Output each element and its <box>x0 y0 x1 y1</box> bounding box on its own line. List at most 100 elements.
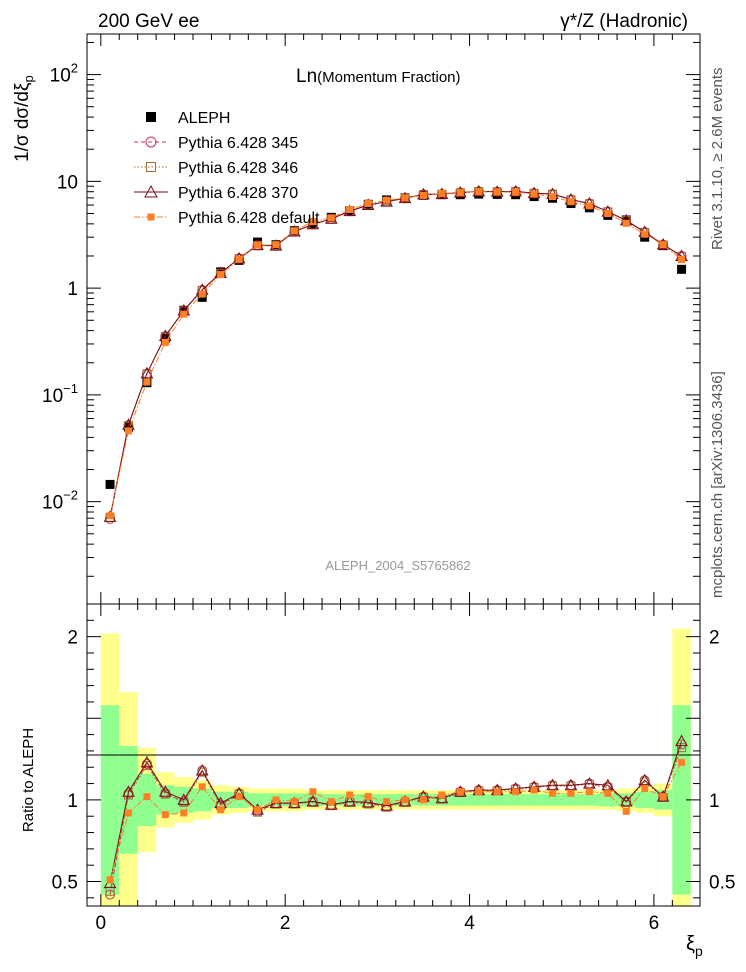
ratio-data-point <box>619 794 633 807</box>
ratio-y-tick-label: 2 <box>67 628 78 649</box>
legend-entry: Pythia 6.428 default <box>134 210 320 227</box>
ratio-data-point <box>678 758 686 766</box>
ratio-data-point <box>419 796 427 804</box>
legend-marker <box>147 213 155 221</box>
ratio-data-point <box>159 785 172 797</box>
ratio-data-point <box>180 809 188 817</box>
legend-label: Pythia 6.428 346 <box>178 160 298 177</box>
plot-title-sub: (Momentum Fraction) <box>317 69 460 86</box>
x-tick-label: 6 <box>649 913 660 934</box>
main-series-3 <box>103 184 688 522</box>
legend-entry: Pythia 6.428 345 <box>134 135 298 152</box>
ratio-data-point <box>493 788 501 796</box>
main-data-point <box>124 427 132 435</box>
analysis-watermark: ALEPH_2004_S5765862 <box>325 558 470 573</box>
main-series-0 <box>105 189 687 489</box>
ratio-plot-frame <box>86 603 701 907</box>
main-data-point <box>290 227 298 235</box>
x-axis-label: ξp <box>686 933 703 959</box>
ratio-data-point <box>290 798 298 806</box>
ratio-data-point <box>361 795 375 808</box>
x-tick-label: 0 <box>96 913 107 934</box>
main-data-point <box>677 264 687 274</box>
ratio-x-tick-labels: 0 2 4 6 <box>96 913 660 934</box>
x-tick-label: 2 <box>280 913 291 934</box>
main-data-point <box>198 290 206 298</box>
ratio-data-point <box>549 789 557 797</box>
ratio-panel: 0.5 0.5 1 1 2 2 Ratio to ALEPH 0 2 4 6 ξp <box>20 603 735 959</box>
main-y-axis-label: 1/σ dσ/dξp <box>12 75 36 162</box>
ratio-y-tick-label: 0.5 <box>52 873 78 894</box>
ratio-band-green <box>340 794 359 806</box>
main-data-point <box>585 202 593 210</box>
ratio-band-green <box>469 794 488 806</box>
main-data-point <box>438 189 446 197</box>
main-data-point <box>456 189 464 197</box>
x-axis-label-main: ξ <box>686 933 695 955</box>
ratio-y-tick-label: 1 <box>67 791 78 812</box>
main-y-axis-label-main: 1/σ dσ/dξ <box>12 82 33 162</box>
main-data-point <box>254 241 262 249</box>
legend: ALEPH Pythia 6.428 345 Pythia 6.428 346 Pyt… <box>134 110 320 227</box>
main-data-point <box>160 333 170 343</box>
ratio-band-green <box>598 793 618 807</box>
ratio-band-green <box>561 794 581 806</box>
ratio-y-tick-label-right: 0.5 <box>709 873 735 894</box>
ratio-data-point <box>530 786 538 794</box>
main-data-point <box>161 338 169 346</box>
ratio-data-point <box>675 734 688 747</box>
ratio-band-green <box>524 794 544 806</box>
main-series-1 <box>105 186 687 524</box>
ratio-band-green <box>156 785 175 815</box>
main-series-line <box>109 191 682 518</box>
main-data-point <box>567 198 575 206</box>
ratio-data-point <box>401 796 409 804</box>
ratio-data-point <box>567 789 575 797</box>
main-data-point <box>401 194 409 202</box>
ratio-data-point <box>306 794 320 807</box>
main-data-point <box>309 218 317 226</box>
ratio-data-point <box>601 778 615 791</box>
ratio-data-point <box>512 788 520 796</box>
main-data-point <box>530 190 538 198</box>
legend-marker <box>146 162 156 172</box>
ratio-axis-ticks: 0.5 0.5 1 1 2 2 <box>52 604 735 906</box>
x-axis-label-sub: p <box>695 943 703 959</box>
main-data-point <box>512 188 520 196</box>
ratio-y-axis-label: Ratio to ALEPH <box>20 728 37 832</box>
main-data-point <box>549 193 557 201</box>
main-y-tick-label: 1 <box>67 279 78 300</box>
ratio-y-tick-label-right: 1 <box>709 791 720 812</box>
ratio-band-green <box>119 746 138 854</box>
legend-marker <box>144 184 158 198</box>
legend-label: Pythia 6.428 370 <box>178 185 298 202</box>
ratio-data-point <box>327 798 335 806</box>
main-axis-ticks: 10−2 10−1 1 10 102 <box>42 34 700 604</box>
ratio-data-point <box>659 793 667 801</box>
ratio-data-point <box>272 796 280 804</box>
ratio-band-green <box>487 794 507 806</box>
main-data-point <box>641 230 649 238</box>
ratio-data-point <box>438 791 446 799</box>
legend-label: Pythia 6.428 default <box>178 210 320 227</box>
main-data-point <box>364 200 372 208</box>
ratio-data-point <box>177 793 191 805</box>
main-data-point <box>419 191 427 199</box>
ratio-data-point <box>195 763 209 776</box>
ratio-data-point <box>309 788 317 796</box>
main-data-point <box>217 271 225 279</box>
mcplots-label: mcplots.cern.ch [arXiv:1306.3436] <box>709 371 726 598</box>
main-y-tick-label: 10 <box>57 172 78 193</box>
legend-entry: ALEPH <box>146 110 230 127</box>
ratio-band-green <box>635 791 654 809</box>
main-data-point <box>622 219 630 227</box>
ratio-data-point <box>140 755 154 768</box>
main-data-point <box>272 241 280 249</box>
main-y-axis-label-sub: p <box>21 75 36 82</box>
main-y-tick-label: 102 <box>50 61 78 87</box>
main-panel: 10−2 10−1 1 10 102 Ln(Momentum Fraction) ALE… <box>12 33 701 605</box>
main-series-4 <box>106 188 686 520</box>
main-data-point <box>475 188 483 196</box>
main-data-point <box>678 256 686 264</box>
